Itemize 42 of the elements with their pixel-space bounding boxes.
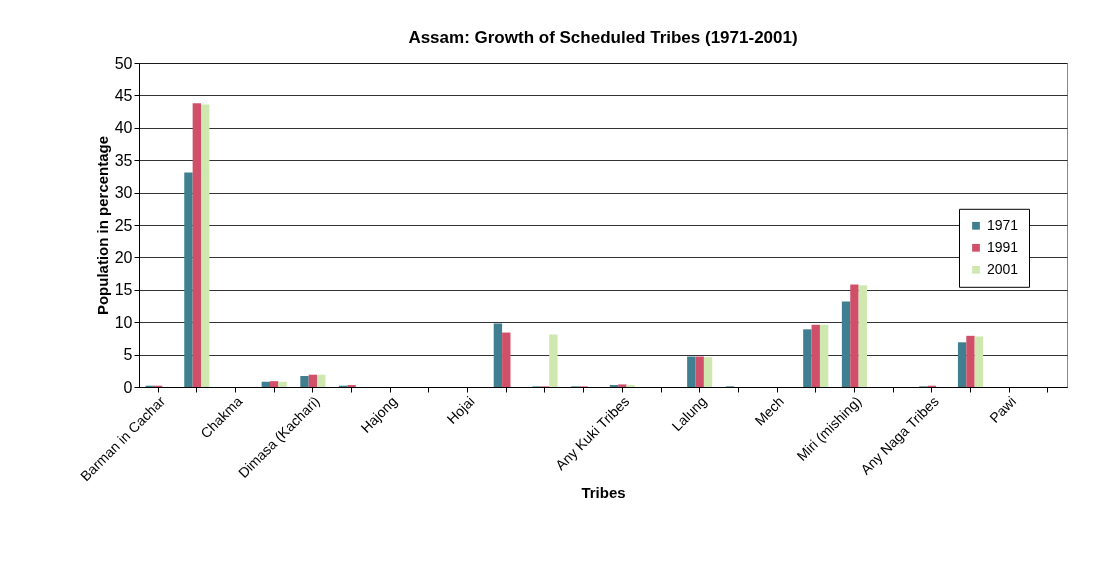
y-tick-label: 20 (114, 248, 133, 266)
bar (308, 374, 318, 387)
y-tick-label: 40 (114, 119, 133, 137)
legend-label: 2001 (987, 260, 1019, 277)
legend-label: 1971 (987, 216, 1019, 233)
bar (493, 323, 503, 387)
y-tick-label: 45 (114, 86, 133, 104)
y-tick-label: 0 (123, 378, 133, 396)
bar (278, 381, 287, 387)
bar (850, 284, 859, 387)
bar (858, 285, 868, 387)
bar (811, 324, 820, 387)
bar (841, 301, 851, 387)
y-tick-label: 10 (114, 313, 133, 331)
y-tick-label: 15 (114, 281, 133, 299)
bar (819, 324, 829, 387)
bar (549, 334, 558, 387)
bar (687, 356, 696, 387)
bar (974, 336, 984, 387)
bar (261, 381, 271, 387)
bar (300, 375, 309, 387)
y-tick-label: 5 (123, 346, 133, 364)
y-tick-label: 35 (114, 151, 133, 169)
x-axis-title: Tribes (581, 484, 626, 502)
bar (695, 356, 704, 387)
y-tick-label: 25 (114, 216, 133, 234)
bar (270, 381, 279, 387)
bar (966, 335, 975, 387)
bar (317, 374, 326, 387)
y-tick-label: 30 (114, 184, 133, 202)
bar (618, 384, 627, 387)
y-axis-title: Population in percentage (93, 135, 111, 316)
bar (201, 104, 210, 387)
y-tick-label: 50 (114, 54, 133, 72)
bar (184, 172, 193, 387)
chart-title: Assam: Growth of Scheduled Tribes (1971-2001) (408, 28, 798, 47)
legend-label: 1991 (987, 238, 1019, 255)
bar (803, 329, 812, 387)
bar (703, 357, 713, 387)
bar (957, 342, 967, 387)
bar (502, 332, 511, 387)
bar (192, 103, 202, 387)
